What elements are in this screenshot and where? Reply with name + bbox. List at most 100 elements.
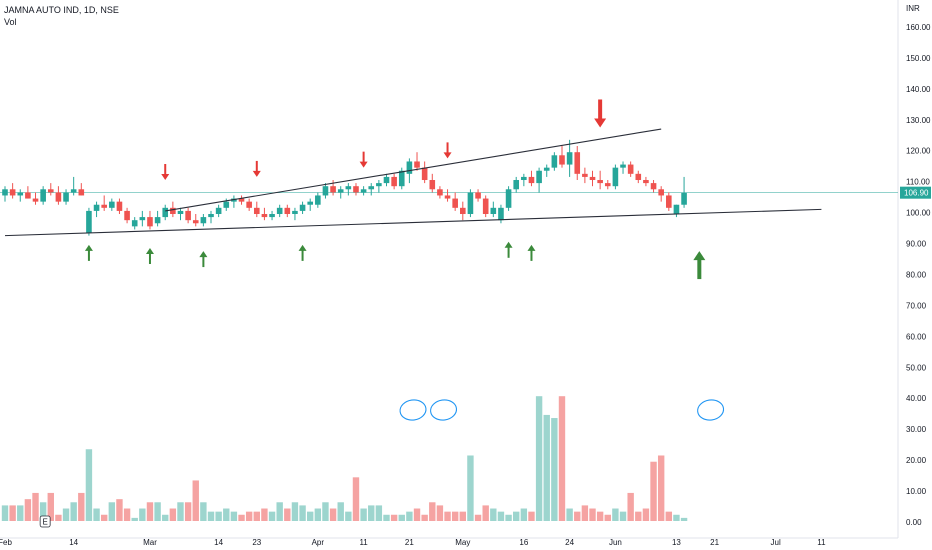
candle-body — [2, 189, 8, 196]
volume-bar — [345, 511, 352, 521]
candle-body — [223, 201, 230, 208]
x-tick-label: 14 — [214, 538, 223, 547]
volume-bar — [490, 508, 497, 521]
volume-bar — [230, 511, 238, 521]
volume-bar — [505, 514, 512, 521]
volume-bar — [413, 508, 421, 521]
volume-circle-annotation — [430, 399, 458, 421]
candle-body — [437, 189, 443, 196]
y-tick-label: 160.00 — [906, 23, 931, 32]
candle-body — [93, 204, 100, 211]
candle-body — [116, 201, 123, 211]
volume-bar — [253, 511, 260, 521]
down-arrow-head — [443, 152, 452, 159]
candle-body — [276, 207, 283, 214]
candle-body — [528, 176, 535, 184]
candle-body — [162, 207, 169, 218]
volume-bar — [497, 511, 505, 521]
volume-bar — [482, 505, 489, 521]
candle-body — [192, 220, 199, 224]
volume-bar — [93, 508, 100, 521]
last-price-label: 106.90 — [904, 189, 929, 198]
volume-bar — [657, 455, 665, 521]
x-tick-label: 11 — [359, 538, 368, 547]
volume-bar — [62, 508, 70, 521]
volume-bar — [322, 502, 329, 521]
candle-body — [673, 204, 680, 214]
volume-bar — [612, 508, 619, 521]
candle-body — [551, 155, 558, 168]
volume-bar — [70, 502, 77, 521]
volume-bar — [467, 455, 474, 521]
candle-body — [566, 152, 573, 165]
currency-label: INR — [906, 4, 920, 13]
volume-bar — [352, 477, 360, 521]
volume-bar — [192, 480, 199, 521]
y-tick-label: 50.00 — [906, 363, 927, 372]
candle-body — [40, 189, 46, 202]
volume-bar — [574, 511, 581, 521]
candle-body — [635, 173, 642, 181]
candle-body — [620, 164, 626, 168]
volume-bar — [619, 511, 627, 521]
candle-body — [467, 192, 474, 214]
candle-body — [269, 214, 275, 218]
candle-body — [17, 192, 24, 196]
candle-body — [70, 189, 77, 193]
trendline — [4, 208, 822, 237]
volume-bar — [139, 508, 146, 521]
up-arrow-head — [693, 251, 706, 261]
volume-bar — [543, 414, 550, 521]
candle-body — [482, 198, 489, 214]
volume-bar — [459, 511, 466, 521]
volume-bar — [291, 502, 299, 521]
earnings-marker-label: E — [42, 518, 47, 527]
volume-bar — [429, 502, 436, 521]
down-arrow-head — [359, 161, 368, 168]
volume-bar — [329, 508, 337, 521]
volume-bar — [337, 502, 344, 521]
candle-body — [253, 207, 260, 214]
candle-body — [513, 180, 520, 190]
volume-bar — [581, 505, 589, 521]
volume-bar — [451, 511, 459, 521]
candle-body — [391, 176, 397, 187]
candle-body — [292, 210, 298, 214]
candle-body — [131, 220, 138, 227]
candle-body — [200, 217, 207, 224]
candle-body — [261, 214, 268, 218]
x-tick-label: Apr — [312, 538, 325, 547]
volume-bar — [116, 499, 123, 521]
volume-bar — [436, 505, 444, 521]
candle-body — [246, 201, 252, 208]
volume-bar — [55, 514, 62, 521]
volume-bar — [566, 508, 573, 521]
candle-body — [521, 176, 527, 181]
candle-body — [47, 189, 54, 193]
y-tick-label: 80.00 — [906, 270, 927, 279]
volume-bar — [513, 511, 520, 521]
y-tick-label: 140.00 — [906, 85, 931, 94]
y-tick-label: 130.00 — [906, 116, 931, 125]
x-tick-label: 24 — [565, 538, 574, 547]
volume-bar — [558, 396, 566, 521]
candle-body — [597, 180, 603, 184]
candle-body — [383, 176, 390, 184]
candle-body — [627, 164, 634, 174]
volume-bar — [184, 502, 192, 521]
volume-circle-annotation — [697, 399, 725, 421]
x-tick-label: 23 — [252, 538, 261, 547]
candle-body — [360, 189, 367, 193]
candle-body — [63, 192, 69, 202]
candle-body — [78, 189, 85, 196]
volume-indicator-label[interactable]: Vol — [4, 17, 17, 27]
volume-bar — [642, 508, 650, 521]
x-tick-label: 16 — [519, 538, 528, 547]
candle-body — [337, 189, 344, 193]
volume-bar — [299, 505, 306, 521]
volume-bar — [108, 502, 116, 521]
up-arrow-head — [527, 244, 536, 251]
candle-body — [604, 183, 611, 187]
